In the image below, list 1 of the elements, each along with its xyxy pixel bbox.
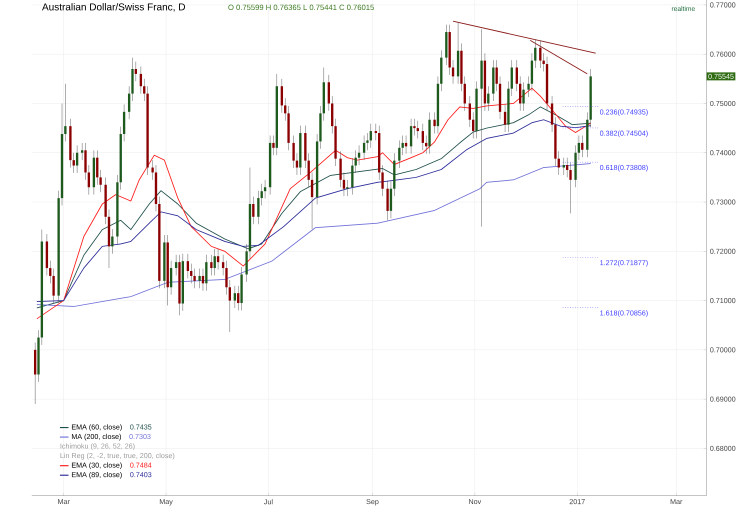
chart-title: Australian Dollar/Swiss Franc, D — [42, 3, 185, 12]
